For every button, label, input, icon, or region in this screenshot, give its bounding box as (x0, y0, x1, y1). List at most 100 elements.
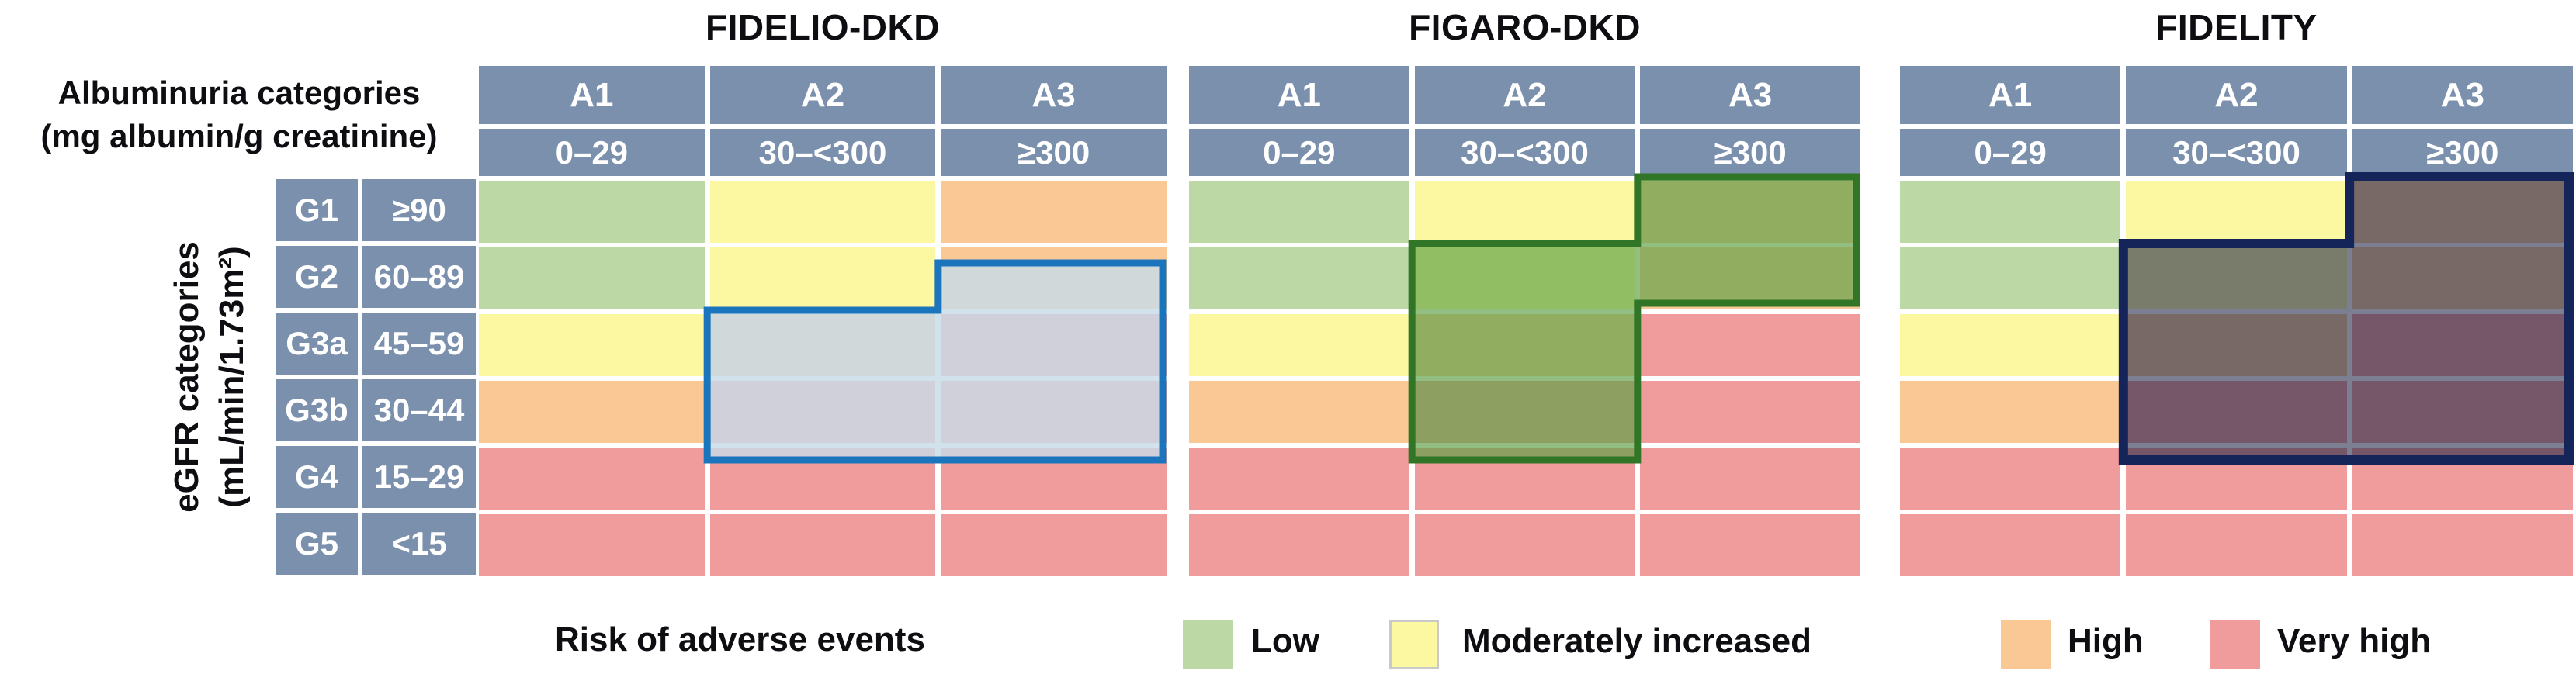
risk-cell-g3a-a1 (479, 314, 705, 376)
risk-cell-g3b-a3 (2352, 381, 2573, 443)
risk-cell-g2-a1 (1189, 247, 1409, 309)
risk-grid-fidelio: A1 A2 A3 0–29 30–<300 ≥300 (479, 66, 1167, 576)
risk-cell-g3a-a2 (1414, 314, 1635, 376)
risk-grid-figaro: A1 A2 A3 0–29 30–<300 ≥300 (1189, 66, 1860, 576)
row-range-g3a: 45–59 (362, 313, 476, 375)
egfr-axis-label-line1: eGFR categories (168, 241, 206, 513)
risk-cell-g2-a2 (709, 247, 936, 309)
risk-cell-g2-a3 (1640, 247, 1860, 309)
risk-cell-g1-a3 (2352, 181, 2573, 243)
panel-title-fidelity: FIDELITY (2155, 7, 2318, 47)
row-range-g4: 15–29 (362, 446, 476, 508)
egfr-axis-label: eGFR categories (mL/min/1.73m²) (165, 241, 255, 513)
column-header-a2: A2 (1414, 66, 1635, 124)
risk-cell-g4-a3 (1640, 448, 1860, 510)
column-header-a3: A3 (1640, 66, 1860, 124)
legend-label-high: High (2068, 622, 2144, 660)
risk-cell-g4-a3 (941, 448, 1167, 510)
column-header-a2: A2 (2126, 66, 2347, 124)
risk-cell-g3b-a1 (1900, 381, 2121, 443)
risk-cell-g2-a2 (2126, 247, 2347, 309)
risk-cell-g5-a1 (1189, 514, 1409, 576)
risk-cell-g3a-a3 (941, 314, 1167, 376)
risk-cell-g5-a2 (709, 514, 936, 576)
column-range-a2: 30–<300 (2126, 129, 2347, 176)
column-range-a2: 30–<300 (1414, 129, 1635, 176)
risk-cell-g1-a2 (709, 181, 936, 243)
column-range-a2: 30–<300 (709, 129, 936, 176)
albuminuria-axis-label-line2: (mg albumin/g creatinine) (40, 118, 438, 154)
risk-cell-g1-a1 (479, 181, 705, 243)
risk-grid-fidelity: A1 A2 A3 0–29 30–<300 ≥300 (1900, 66, 2573, 576)
panel-title-figaro: FIGARO-DKD (1409, 7, 1641, 47)
row-header-g3b: G3b (276, 379, 358, 441)
row-header-g4: G4 (276, 446, 358, 508)
risk-cell-g5-a1 (479, 514, 705, 576)
risk-cell-g3a-a1 (1189, 314, 1409, 376)
legend-swatch-moderately-increased (1389, 620, 1439, 669)
risk-cell-g2-a3 (941, 247, 1167, 309)
legend-label-very-high: Very high (2277, 622, 2432, 660)
risk-cell-g2-a2 (1414, 247, 1635, 309)
risk-cell-g4-a1 (1189, 448, 1409, 510)
row-header-g1: G1 (276, 179, 358, 241)
row-range-g5: <15 (362, 513, 476, 575)
risk-cell-g3b-a2 (1414, 381, 1635, 443)
risk-cell-g1-a3 (941, 181, 1167, 243)
risk-cell-g5-a2 (1414, 514, 1635, 576)
row-range-g2: 60–89 (362, 246, 476, 308)
row-header-g2: G2 (276, 246, 358, 308)
risk-cell-g5-a3 (941, 514, 1167, 576)
risk-cell-g4-a3 (2352, 448, 2573, 510)
risk-cell-g1-a2 (1414, 181, 1635, 243)
risk-cell-g1-a2 (2126, 181, 2347, 243)
risk-cell-g4-a1 (1900, 448, 2121, 510)
risk-cell-g3b-a2 (709, 381, 936, 443)
risk-cell-g3b-a1 (1189, 381, 1409, 443)
legend-title: Risk of adverse events (555, 620, 925, 658)
risk-cell-g3a-a3 (1640, 314, 1860, 376)
risk-cell-g3b-a3 (1640, 381, 1860, 443)
risk-cell-g5-a2 (2126, 514, 2347, 576)
risk-cell-g1-a3 (1640, 181, 1860, 243)
risk-cell-g3a-a2 (709, 314, 936, 376)
column-range-a3: ≥300 (2352, 129, 2573, 176)
column-header-a1: A1 (1189, 66, 1409, 124)
risk-cell-g3a-a1 (1900, 314, 2121, 376)
albuminuria-axis-label: Albuminuria categories (mg albumin/g cre… (8, 71, 470, 158)
risk-cell-g5-a3 (1640, 514, 1860, 576)
risk-cell-g3b-a1 (479, 381, 705, 443)
column-header-a1: A1 (479, 66, 705, 124)
column-header-a1: A1 (1900, 66, 2121, 124)
egfr-row-headers: G1 ≥90 G2 60–89 G3a 45–59 G3b 30–44 G4 15–29 G5 <15 (276, 179, 476, 575)
column-range-a3: ≥300 (941, 129, 1167, 176)
row-range-g1: ≥90 (362, 179, 476, 241)
column-header-a3: A3 (941, 66, 1167, 124)
risk-cell-g4-a2 (1414, 448, 1635, 510)
risk-cell-g3a-a2 (2126, 314, 2347, 376)
egfr-axis-label-wrap: eGFR categories (mL/min/1.73m²) (116, 179, 303, 575)
risk-cell-g5-a1 (1900, 514, 2121, 576)
legend-label-moderately-increased: Moderately increased (1462, 622, 1812, 660)
column-range-a1: 0–29 (1189, 129, 1409, 176)
column-header-a3: A3 (2352, 66, 2573, 124)
risk-cell-g4-a1 (479, 448, 705, 510)
column-range-a1: 0–29 (1900, 129, 2121, 176)
risk-cell-g1-a1 (1900, 181, 2121, 243)
risk-cell-g1-a1 (1189, 181, 1409, 243)
column-range-a1: 0–29 (479, 129, 705, 176)
risk-cell-g3b-a3 (941, 381, 1167, 443)
risk-cell-g2-a1 (479, 247, 705, 309)
risk-cell-g2-a1 (1900, 247, 2121, 309)
egfr-axis-label-line2: (mL/min/1.73m²) (213, 246, 251, 508)
panel-title-fidelio: FIDELIO-DKD (706, 7, 940, 47)
row-header-g5: G5 (276, 513, 358, 575)
column-header-a2: A2 (709, 66, 936, 124)
legend-label-low: Low (1251, 622, 1319, 660)
risk-cell-g4-a2 (2126, 448, 2347, 510)
albuminuria-axis-label-line1: Albuminuria categories (57, 74, 421, 111)
risk-cell-g2-a3 (2352, 247, 2573, 309)
row-range-g3b: 30–44 (362, 379, 476, 441)
row-header-g3a: G3a (276, 313, 358, 375)
